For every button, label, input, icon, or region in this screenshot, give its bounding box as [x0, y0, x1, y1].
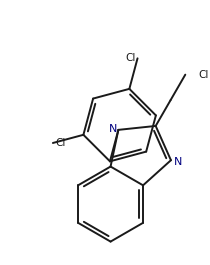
Text: N: N	[109, 124, 118, 134]
Text: Cl: Cl	[198, 70, 209, 80]
Text: N: N	[174, 157, 182, 167]
Text: Cl: Cl	[125, 54, 136, 63]
Text: Cl: Cl	[56, 138, 66, 148]
